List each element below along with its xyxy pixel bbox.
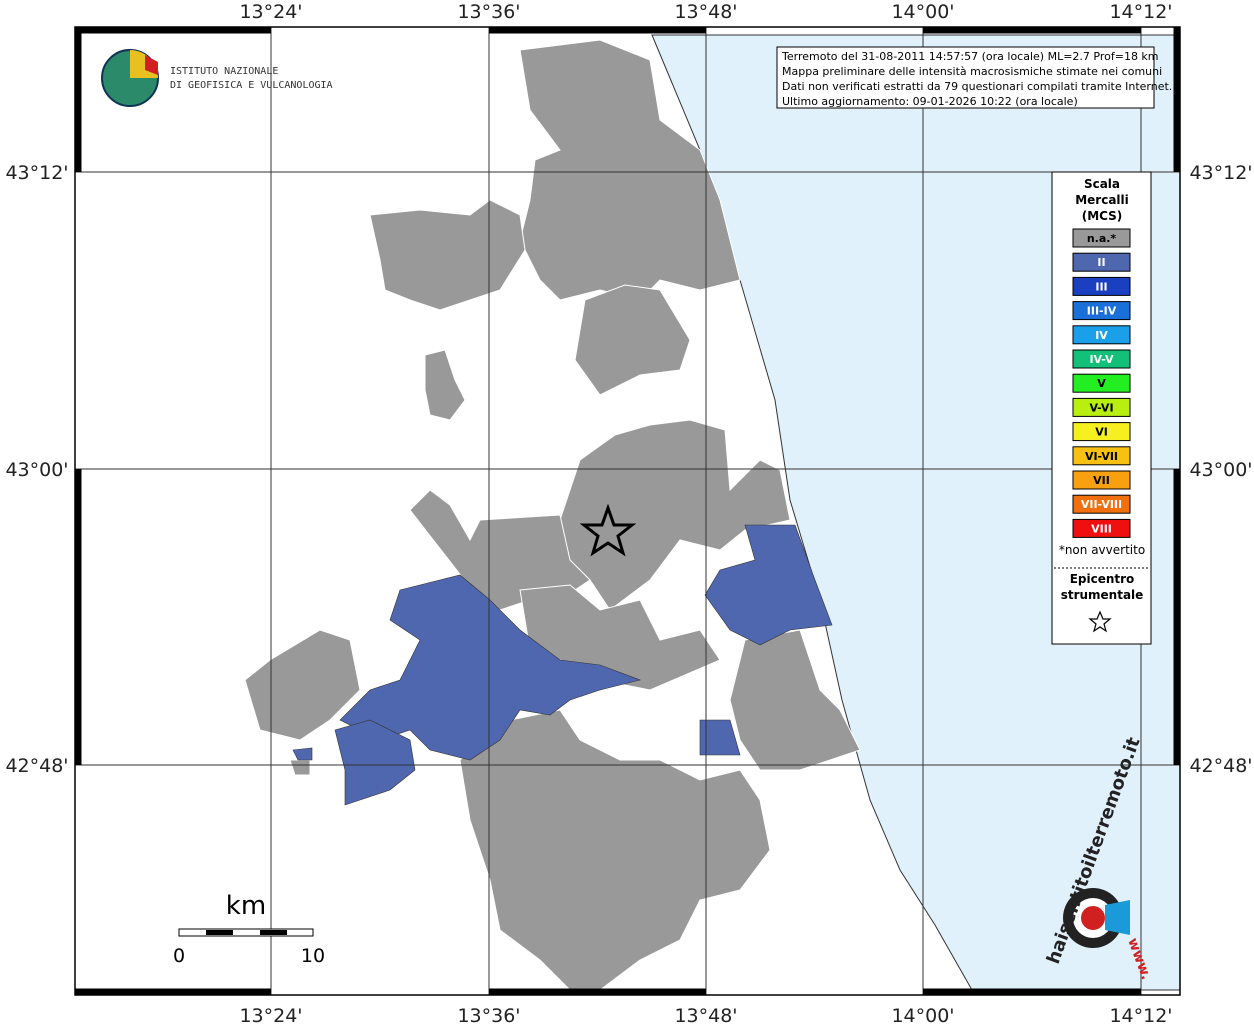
info-line: Terremoto del 31-08-2011 14:57:57 (ora l… xyxy=(781,50,1159,63)
legend-swatch xyxy=(1072,422,1131,442)
scale-tick: 10 xyxy=(301,945,325,967)
legend-swatch xyxy=(1072,252,1131,272)
legend-swatch xyxy=(1072,470,1131,490)
lon-label: 14°12' xyxy=(1109,1005,1172,1024)
lon-label: 13°24' xyxy=(239,1,302,23)
legend-swatch xyxy=(1072,228,1131,248)
intensity-area xyxy=(704,524,833,646)
scale-unit: km xyxy=(226,891,266,921)
legend-label: VI xyxy=(1095,426,1108,439)
scale-bar-frame xyxy=(178,928,314,937)
scale-bar-segment xyxy=(206,930,233,935)
scale-bar: km 0 10 xyxy=(173,891,325,967)
municipality xyxy=(729,629,861,771)
legend-swatch xyxy=(1072,494,1131,514)
lon-label: 14°00' xyxy=(891,1005,954,1024)
intensity-ii xyxy=(292,524,833,806)
lon-label: 13°24' xyxy=(239,1005,302,1024)
legend-swatch xyxy=(1072,276,1131,296)
intensity-area xyxy=(699,719,741,756)
lat-label: 43°00' xyxy=(5,459,68,481)
frame xyxy=(74,26,1181,996)
legend-swatch xyxy=(1072,349,1131,369)
lon-label: 13°48' xyxy=(674,1,737,23)
municipality xyxy=(369,199,526,311)
legend-epicenter: Epicentro xyxy=(1070,572,1135,586)
lat-label: 43°12' xyxy=(1189,162,1252,184)
legend-label: IV xyxy=(1095,329,1108,342)
legend-epicenter: strumentale xyxy=(1061,588,1144,602)
legend-note: *non avvertito xyxy=(1059,543,1145,557)
watermark-circle xyxy=(1081,906,1105,930)
info-line: Mappa preliminare delle intensità macros… xyxy=(782,65,1162,78)
graticule xyxy=(75,27,1180,995)
municipality xyxy=(574,284,691,396)
legend-label: III-IV xyxy=(1087,305,1117,318)
lon-label: 13°48' xyxy=(674,1005,737,1024)
legend-label: VII-VIII xyxy=(1081,498,1122,511)
legend-swatch xyxy=(1072,301,1131,321)
epicenter-star xyxy=(579,503,637,557)
logo-sector xyxy=(145,55,158,75)
legend-swatch xyxy=(1072,325,1131,345)
legend-label: V xyxy=(1097,377,1106,390)
legend-label: III xyxy=(1095,280,1107,293)
info-line: Ultimo aggiornamento: 09-01-2026 10:22 (… xyxy=(782,95,1078,108)
legend: ScalaMercalli(MCS)n.a.*IIIIIIII-IVIVIV-V… xyxy=(1072,177,1131,538)
legend-title: Mercalli xyxy=(1075,193,1129,207)
lat-label: 43°12' xyxy=(5,162,68,184)
legend-label: IV-V xyxy=(1089,353,1114,366)
info-line: Dati non verificati estratti da 79 quest… xyxy=(782,80,1172,93)
intensity-area xyxy=(339,574,642,761)
lon-label: 14°00' xyxy=(891,1,954,23)
intensity-area xyxy=(292,747,313,761)
lat-label: 42°48' xyxy=(5,755,68,777)
legend-label: n.a.* xyxy=(1087,232,1117,245)
legend-swatch xyxy=(1072,397,1131,417)
legend-swatch xyxy=(1072,446,1131,466)
legend-label: V-VI xyxy=(1089,401,1113,414)
municipality xyxy=(459,709,771,991)
legend-swatch xyxy=(1072,518,1131,538)
lat-label: 42°48' xyxy=(1189,755,1252,777)
legend-star xyxy=(1088,610,1112,633)
lon-label: 13°36' xyxy=(457,1005,520,1024)
scale-bar-segment xyxy=(260,930,287,935)
municipalities xyxy=(244,39,861,991)
logo-text: DI GEOFISICA E VULCANOLOGIA xyxy=(170,80,333,91)
legend-title: (MCS) xyxy=(1082,209,1123,223)
frame-ticks xyxy=(74,26,1181,996)
legend-label: VIII xyxy=(1091,522,1112,535)
watermark-megaphone xyxy=(1105,900,1130,935)
ingv-logo: ISTITUTO NAZIONALE DI GEOFISICA E VULCAN… xyxy=(101,49,333,107)
municipality xyxy=(244,629,361,741)
legend-label: VII xyxy=(1093,474,1110,487)
intensity-area xyxy=(334,719,416,806)
legend-label: II xyxy=(1097,256,1105,269)
axis-labels: 13°24' 13°24' 13°36' 13°36' 13°48' 13°48' 14°0… xyxy=(5,1,1252,1024)
legend-title: Scala xyxy=(1084,177,1120,191)
legend-swatch xyxy=(1072,373,1131,393)
municipality xyxy=(424,349,466,421)
info-box xyxy=(776,46,1155,109)
scale-tick: 0 xyxy=(173,945,185,967)
legend-label: VI-VII xyxy=(1085,450,1118,463)
info-lines: Terremoto del 31-08-2011 14:57:57 (ora l… xyxy=(781,50,1172,108)
lon-label: 14°12' xyxy=(1109,1,1172,23)
logo-text: ISTITUTO NAZIONALE xyxy=(170,66,278,77)
lat-label: 43°00' xyxy=(1189,459,1252,481)
lon-label: 13°36' xyxy=(457,1,520,23)
